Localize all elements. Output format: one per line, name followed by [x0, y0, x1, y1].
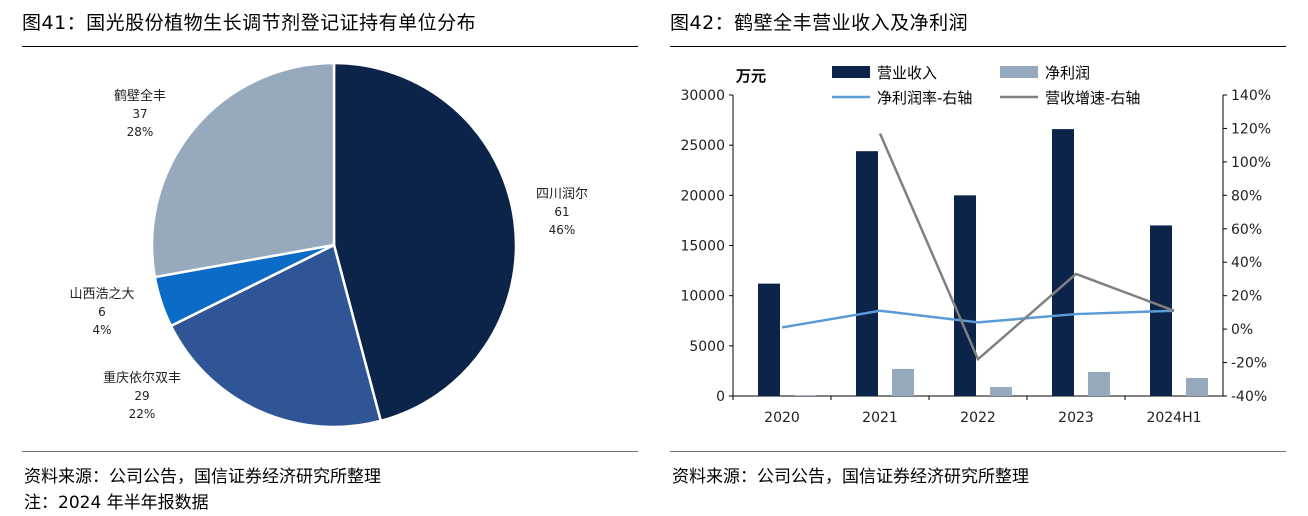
legend-label: 净利润率-右轴	[877, 89, 972, 107]
bar-revenue	[758, 283, 780, 396]
pie-slice-value: 29	[134, 389, 149, 403]
left-y-tick-label: 30000	[680, 88, 725, 104]
x-tick-label: 2021	[862, 410, 898, 426]
pie-slice-value: 61	[554, 205, 569, 219]
legend-label: 净利润	[1045, 64, 1090, 82]
pie-slice-name: 山西浩之大	[69, 287, 134, 302]
x-tick-label: 2023	[1058, 410, 1094, 426]
right-panel-title: 图42：鹤壁全丰营业收入及净利润	[670, 12, 969, 34]
pie-slice-name: 鹤壁全丰	[114, 88, 166, 104]
pie-slice-value: 6	[98, 305, 106, 319]
pie-chart: 四川润尔 61 46% 重庆依尔双丰 29 22% 山西浩之大 6 4% 鹤壁全丰 37 28%	[69, 61, 588, 429]
line-net-margin	[781, 309, 1175, 329]
bar-net-profit	[990, 386, 1012, 396]
right-source-note: 资料来源：公司公告，国信证券经济研究所整理	[672, 467, 1029, 487]
legend-swatch	[832, 66, 870, 78]
right-y-tick-label: 0%	[1231, 322, 1253, 338]
pie-slice-percent: 4%	[92, 323, 111, 337]
bar-net-profit	[1186, 377, 1208, 396]
left-y-unit-label: 万元	[735, 67, 766, 85]
right-footer-rule	[670, 451, 1286, 452]
pie-slice	[150, 61, 336, 279]
x-tick-label: 2020	[764, 410, 800, 426]
pie-slice-percent: 46%	[549, 223, 576, 237]
pie-slice	[169, 243, 383, 429]
left-y-tick-label: 15000	[680, 239, 725, 255]
left-footer-rule	[22, 451, 638, 452]
bar-revenue	[954, 195, 976, 396]
right-y-tick-label: 100%	[1231, 155, 1271, 171]
left-y-tick-label: 10000	[680, 289, 725, 305]
pie-slice-name: 四川润尔	[536, 187, 588, 202]
right-y-tick-label: 20%	[1231, 289, 1262, 305]
legend-label: 营业收入	[877, 64, 937, 82]
right-y-tick-label: 80%	[1231, 188, 1262, 204]
right-y-tick-label: 140%	[1231, 88, 1271, 104]
right-title-rule	[670, 46, 1286, 47]
pie-slice-percent: 28%	[127, 125, 154, 139]
x-tick-label: 2022	[960, 410, 996, 426]
left-y-tick-label: 20000	[680, 188, 725, 204]
left-y-tick-label: 0	[716, 389, 725, 405]
left-title-rule	[22, 46, 638, 47]
bar-net-profit	[892, 368, 914, 396]
left-panel-title: 图41：国光股份植物生长调节剂登记证持有单位分布	[22, 12, 477, 34]
bar-net-profit	[1088, 371, 1110, 396]
pie-slice-name: 重庆依尔双丰	[103, 370, 181, 386]
right-y-tick-label: -20%	[1231, 356, 1267, 372]
pie-slice-percent: 22%	[129, 407, 156, 421]
pie-slice	[332, 61, 518, 423]
left-source-note: 资料来源：公司公告，国信证券经济研究所整理	[24, 467, 381, 487]
bar-revenue	[856, 151, 878, 396]
left-y-tick-label: 5000	[689, 339, 725, 355]
right-y-tick-label: 40%	[1231, 255, 1262, 271]
left-footnote: 注：2024 年半年报数据	[24, 493, 209, 513]
legend-swatch	[1000, 66, 1038, 78]
line-revenue-growth	[878, 132, 1175, 362]
bar-revenue	[1052, 129, 1074, 396]
x-tick-label: 2024H1	[1146, 410, 1201, 426]
pie-slice-value: 37	[132, 107, 147, 121]
right-y-tick-label: -40%	[1231, 389, 1267, 405]
right-y-tick-label: 120%	[1231, 121, 1271, 137]
right-y-tick-label: 60%	[1231, 222, 1262, 238]
legend-label: 营收增速-右轴	[1045, 89, 1140, 107]
bar-net-profit	[794, 395, 816, 396]
left-y-tick-label: 25000	[680, 138, 725, 154]
combo-chart: 0 5000 10000 15000 20000 25000 30000 -40% -20% 0%…	[680, 64, 1271, 426]
